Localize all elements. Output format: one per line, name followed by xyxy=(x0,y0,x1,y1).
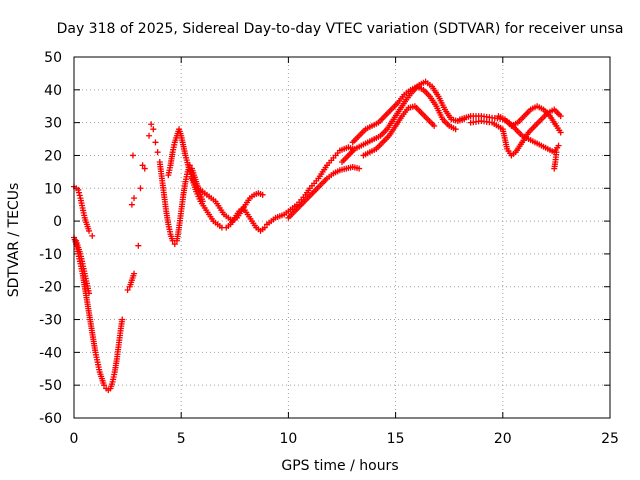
data-point-marker xyxy=(76,189,83,196)
plot-frame xyxy=(73,56,611,419)
y-tick-label: -50 xyxy=(39,378,62,394)
data-point-marker xyxy=(553,149,560,156)
data-point-marker xyxy=(141,165,148,172)
data-point-marker xyxy=(131,195,138,202)
series-track-p xyxy=(551,149,560,172)
data-point-marker xyxy=(76,192,83,199)
y-tick-label: -10 xyxy=(39,247,62,263)
data-point-marker xyxy=(261,224,268,231)
data-point-marker xyxy=(101,382,108,389)
series-scattered xyxy=(89,121,161,249)
data-point-marker xyxy=(119,316,126,323)
data-point-marker xyxy=(129,152,136,159)
y-axis-label: SDTVAR / TECUs xyxy=(6,183,22,298)
series-track-i xyxy=(285,163,363,221)
series-track-g xyxy=(188,175,268,234)
y-tick-label: -60 xyxy=(39,411,62,427)
y-tick-label: 10 xyxy=(44,181,62,197)
x-tick-label: 20 xyxy=(494,431,512,447)
y-tick-label: 50 xyxy=(44,50,62,66)
y-tick-label: 20 xyxy=(44,148,62,164)
x-tick-label: 25 xyxy=(601,431,619,447)
x-axis-label: GPS time / hours xyxy=(281,458,398,474)
y-tick-label: -20 xyxy=(39,280,62,296)
series-track-d xyxy=(124,270,138,294)
data-point-marker xyxy=(148,121,155,128)
y-tick-label: 40 xyxy=(44,83,62,99)
data-point-marker xyxy=(557,129,564,136)
data-point-marker xyxy=(124,287,131,294)
data-point-marker xyxy=(154,149,161,156)
x-tick-label: 0 xyxy=(70,431,79,447)
chart-title: Day 318 of 2025, Sidereal Day-to-day VTE… xyxy=(57,21,624,37)
series-track-j xyxy=(339,78,468,166)
data-point-marker xyxy=(259,191,266,198)
data-point-marker xyxy=(139,162,146,169)
data-point-marker xyxy=(150,126,157,133)
y-tick-label: -40 xyxy=(39,345,62,361)
data-point-marker xyxy=(452,126,459,133)
data-point-marker xyxy=(86,290,93,297)
x-tick-label: 15 xyxy=(387,431,405,447)
series-track-c xyxy=(73,237,93,297)
y-tick-label: 0 xyxy=(53,214,62,230)
y-tick-label: -30 xyxy=(39,313,62,329)
y-tick-label: 30 xyxy=(44,116,62,132)
data-point-marker xyxy=(89,232,96,239)
y-axis-ticks: -60 -50 -40 -30 -20 -10 0 10 20 30 40 50 xyxy=(39,50,610,427)
data-markers xyxy=(71,78,564,394)
series-track-a xyxy=(71,183,93,234)
data-point-marker xyxy=(557,113,564,120)
data-point-marker xyxy=(128,201,135,208)
data-point-marker xyxy=(135,242,142,249)
series-track-k xyxy=(349,83,459,146)
x-axis-ticks: 0 5 10 15 20 25 xyxy=(70,57,619,447)
data-point-marker xyxy=(152,139,159,146)
data-point-marker xyxy=(171,241,178,248)
data-point-marker xyxy=(75,186,82,193)
series-track-o xyxy=(495,103,564,136)
data-point-marker xyxy=(137,185,144,192)
series-track-e xyxy=(156,159,206,248)
x-tick-label: 5 xyxy=(177,431,186,447)
data-point-marker xyxy=(431,122,438,129)
data-point-marker xyxy=(131,270,138,277)
series-track-l xyxy=(360,103,438,159)
data-point-marker xyxy=(555,142,562,149)
data-point-marker xyxy=(146,132,153,139)
x-tick-label: 10 xyxy=(279,431,297,447)
data-point-marker xyxy=(356,165,363,172)
data-point-marker xyxy=(86,227,93,234)
